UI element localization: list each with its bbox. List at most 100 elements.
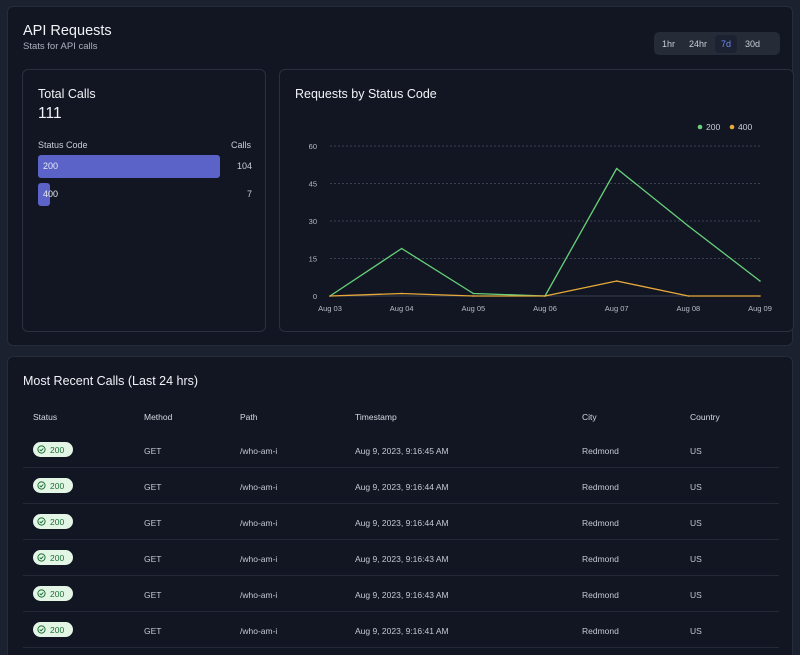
- timestamp-cell: Aug 9, 2023, 9:16:43 AM: [355, 554, 449, 564]
- y-tick-label: 45: [309, 180, 317, 189]
- status-badge: 200: [33, 586, 73, 601]
- range-30d-button[interactable]: 30d: [745, 38, 761, 49]
- country-cell: US: [690, 590, 702, 600]
- status-code-header: Status Code: [38, 140, 88, 150]
- check-circle-icon: [37, 553, 46, 562]
- status-bar-row: 400 7: [38, 183, 252, 206]
- data-point-400: [687, 295, 690, 297]
- range-1hr-button[interactable]: 1hr: [662, 38, 676, 49]
- status-badge: 200: [33, 478, 73, 493]
- status-bar-code: 400: [43, 189, 59, 199]
- path-cell: /who-am-i: [240, 482, 278, 492]
- data-point-200: [615, 167, 618, 170]
- city-cell: Redmond: [582, 482, 619, 492]
- y-tick-label: 30: [309, 217, 317, 226]
- x-tick-label: Aug 06: [533, 304, 557, 313]
- status-badge: 200: [33, 514, 73, 529]
- status-badge-text: 200: [50, 480, 65, 491]
- total-calls-value: 111: [38, 105, 62, 122]
- table-row[interactable]: 200 GET/who-am-i Aug 9, 2023, 9:16:43 AM Re…: [23, 540, 779, 576]
- city-cell: Redmond: [582, 446, 619, 456]
- timestamp-cell: Aug 9, 2023, 9:16:44 AM: [355, 482, 449, 492]
- status-badge: 200: [33, 550, 73, 565]
- path-cell: /who-am-i: [240, 446, 278, 456]
- city-cell: Redmond: [582, 554, 619, 564]
- x-tick-label: Aug 09: [748, 304, 772, 313]
- data-point-400: [615, 280, 618, 282]
- data-point-400: [400, 292, 403, 295]
- timestamp-cell: Aug 9, 2023, 9:16:44 AM: [355, 518, 449, 528]
- total-calls-label: Total Calls: [38, 87, 96, 101]
- city-cell: Redmond: [582, 626, 619, 636]
- y-tick-label: 15: [309, 255, 317, 264]
- column-header-status: Status: [33, 412, 58, 422]
- path-cell: /who-am-i: [240, 626, 278, 636]
- check-circle-icon: [37, 445, 46, 454]
- status-badge-text: 200: [50, 444, 65, 455]
- series-line-400: [329, 280, 760, 297]
- status-bar-code: 200: [43, 161, 59, 171]
- check-circle-icon: [37, 589, 46, 598]
- time-range-selector: 1hr 24hr 7d 30d: [654, 32, 780, 55]
- column-header-method: Method: [144, 412, 173, 422]
- series-line-200: [329, 167, 761, 297]
- recent-calls-title: Most Recent Calls (Last 24 hrs): [23, 374, 199, 388]
- recent-calls-panel: Most Recent Calls (Last 24 hrs) Status M…: [7, 356, 793, 655]
- timestamp-cell: Aug 9, 2023, 9:16:43 AM: [355, 590, 449, 600]
- status-line-chart: 0 15 30 45 60 Aug 03 Aug 04 Aug 05 Aug 06 Aug 07 A…: [309, 122, 772, 313]
- method-cell: GET: [144, 590, 162, 600]
- page-subtitle: Stats for API calls: [23, 41, 98, 52]
- status-badge: 200: [33, 622, 73, 637]
- x-tick-label: Aug 04: [390, 304, 414, 313]
- method-cell: GET: [144, 554, 162, 564]
- data-point-200: [400, 247, 403, 250]
- table-row[interactable]: 200 GET/who-am-i Aug 9, 2023, 9:16:41 AM Re…: [23, 612, 779, 648]
- method-cell: GET: [144, 626, 162, 636]
- timestamp-cell: Aug 9, 2023, 9:16:41 AM: [355, 626, 449, 636]
- x-tick-label: Aug 05: [461, 304, 485, 313]
- status-bar-fill: [38, 183, 50, 206]
- country-cell: US: [690, 626, 702, 636]
- country-cell: US: [690, 482, 702, 492]
- column-header-city: City: [582, 412, 597, 422]
- table-row[interactable]: 200 GET/who-am-i Aug 9, 2023, 9:16:44 AM Re…: [23, 468, 779, 504]
- path-cell: /who-am-i: [240, 518, 278, 528]
- check-circle-icon: [37, 481, 46, 490]
- y-tick-label: 60: [309, 142, 317, 151]
- table-row[interactable]: 200 GET/who-am-i Aug 9, 2023, 9:16:43 AM Re…: [23, 576, 779, 612]
- x-tick-label: Aug 03: [318, 304, 342, 313]
- status-badge-text: 200: [50, 624, 65, 635]
- api-requests-panel: API Requests Stats for API calls 1hr 24h…: [7, 6, 794, 346]
- range-7d-button[interactable]: 7d: [715, 34, 738, 53]
- status-badge-text: 200: [50, 552, 65, 563]
- data-point-200: [472, 292, 475, 295]
- column-header-country: Country: [690, 412, 720, 422]
- table-row[interactable]: 200 GET/who-am-i Aug 9, 2023, 9:16:44 AM Re…: [23, 504, 779, 540]
- table-row[interactable]: 200 GET/who-am-i Aug 9, 2023, 9:16:45 AM Re…: [23, 432, 779, 468]
- country-cell: US: [690, 518, 702, 528]
- status-bar-fill: [38, 155, 220, 178]
- method-cell: GET: [144, 446, 162, 456]
- page-title: API Requests: [23, 23, 112, 39]
- status-bar-count: 104: [236, 161, 252, 171]
- range-24hr-button[interactable]: 24hr: [689, 38, 708, 49]
- chart-title: Requests by Status Code: [295, 87, 437, 101]
- y-tick-label: 0: [313, 292, 317, 301]
- country-cell: US: [690, 554, 702, 564]
- status-badge-text: 200: [50, 516, 65, 527]
- status-badge: 200: [33, 442, 73, 457]
- legend-swatch-200: [697, 124, 703, 130]
- city-cell: Redmond: [582, 518, 619, 528]
- total-calls-card: Total Calls 111 Status Code Calls 200 10…: [22, 69, 266, 332]
- status-chart-card: 0 15 30 45 60 Aug 03 Aug 04 Aug 05 Aug 06 Aug 07 A…: [279, 69, 794, 332]
- calls-header: Calls: [230, 140, 251, 150]
- status-badge-text: 200: [50, 588, 65, 599]
- check-circle-icon: [37, 517, 46, 526]
- column-header-timestamp: Timestamp: [355, 412, 397, 422]
- status-bar-row: 200 104: [38, 155, 252, 178]
- x-tick-label: Aug 07: [605, 304, 629, 313]
- country-cell: US: [690, 446, 702, 456]
- data-point-200: [759, 280, 761, 282]
- data-point-400: [329, 295, 331, 297]
- method-cell: GET: [144, 518, 162, 528]
